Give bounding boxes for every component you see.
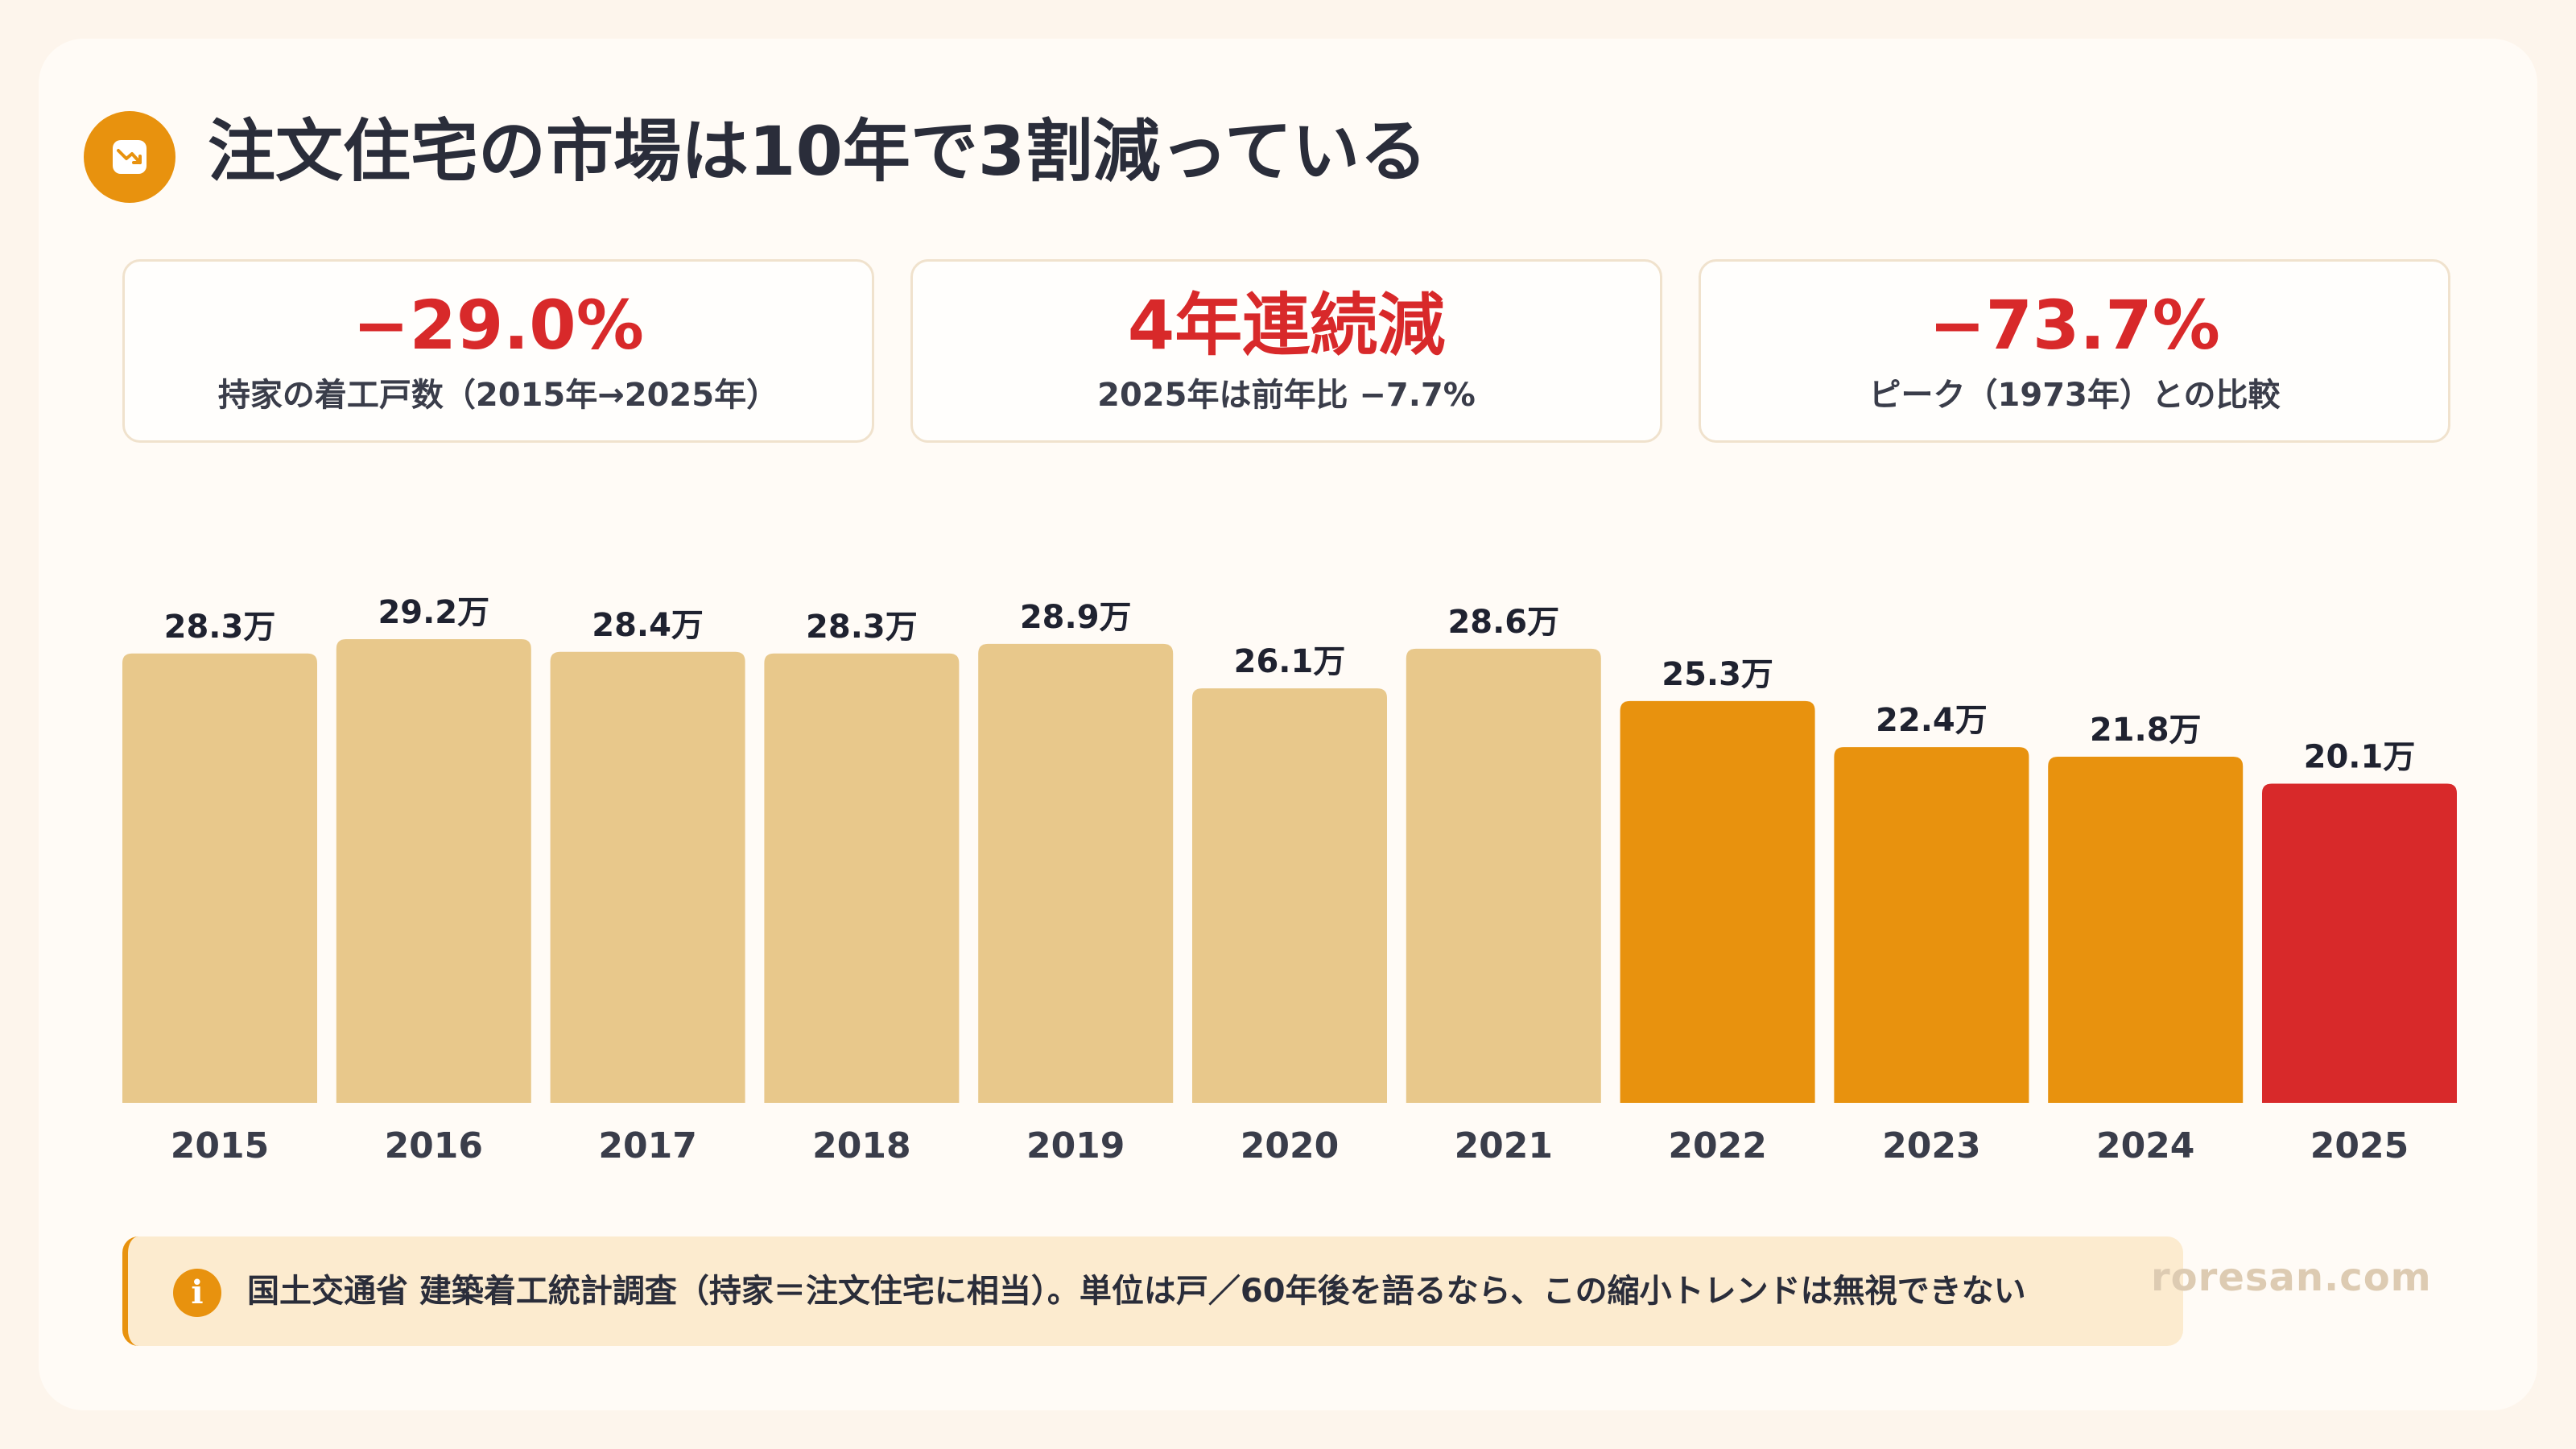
stat-card-peak: −73.7% ピーク（1973年）との比較 [1699, 259, 2450, 443]
source-note: i 国土交通省 建築着工統計調査（持家＝注文住宅に相当）。単位は戸／60年後を語… [122, 1236, 2183, 1346]
x-tick-label: 2025 [2310, 1125, 2409, 1166]
bar-value-label: 28.6万 [1447, 604, 1559, 641]
stat-value: 4年連続減 [1127, 286, 1446, 365]
bar-value-label: 25.3万 [1662, 656, 1773, 693]
bar-2016 [336, 639, 531, 1103]
stat-value: −73.7% [1929, 286, 2220, 365]
trending-down-icon [84, 111, 175, 203]
bar-value-label: 20.1万 [2304, 739, 2416, 776]
x-tick-label: 2020 [1241, 1125, 1339, 1166]
bar-2023 [1834, 747, 2029, 1103]
bar-value-label: 22.4万 [1876, 702, 1988, 739]
x-tick-label: 2022 [1668, 1125, 1766, 1166]
bar-value-label: 28.4万 [592, 607, 704, 644]
bar-2017 [550, 651, 745, 1103]
x-tick-label: 2017 [598, 1125, 696, 1166]
bar-2015 [122, 653, 317, 1103]
x-tick-label: 2015 [171, 1125, 269, 1166]
bar-2020 [1192, 688, 1387, 1103]
bar-value-label: 28.3万 [164, 609, 276, 646]
stat-label: 2025年は前年比 −7.7% [1097, 377, 1476, 414]
source-note-text: 国土交通省 建築着工統計調査（持家＝注文住宅に相当）。単位は戸／60年後を語るな… [247, 1273, 2026, 1310]
x-tick-label: 2023 [1882, 1125, 1980, 1166]
stat-card-streak: 4年連続減 2025年は前年比 −7.7% [910, 259, 1662, 443]
x-tick-label: 2019 [1026, 1125, 1125, 1166]
bar-chart: 28.3万 2015 29.2万 2016 28.4万 2017 28.3万 2018 28.9… [122, 594, 2457, 1166]
brand-watermark: roresan.com [2151, 1255, 2432, 1300]
bar-value-label: 29.2万 [378, 594, 489, 631]
stat-card-change: −29.0% 持家の着工戸数（2015年→2025年） [122, 259, 874, 443]
page-title: 注文住宅の市場は10年で3割減っている [208, 112, 1428, 191]
bar-2022 [1620, 700, 1815, 1103]
x-tick-label: 2021 [1455, 1125, 1553, 1166]
bar-value-label: 28.3万 [806, 609, 918, 646]
bar-value-label: 21.8万 [2090, 712, 2202, 749]
info-icon: i [173, 1269, 221, 1317]
bar-2024 [2048, 756, 2244, 1103]
x-tick-label: 2018 [812, 1125, 910, 1166]
bar-2018 [764, 653, 960, 1103]
bar-2025 [2262, 783, 2457, 1103]
x-tick-label: 2024 [2096, 1125, 2194, 1166]
stat-value: −29.0% [353, 286, 644, 365]
stat-label: 持家の着工戸数（2015年→2025年） [217, 377, 779, 414]
stat-label: ピーク（1973年）との比較 [1868, 377, 2281, 414]
x-tick-label: 2016 [385, 1125, 483, 1166]
bar-2019 [978, 643, 1174, 1103]
bar-value-label: 26.1万 [1234, 643, 1346, 680]
bar-2021 [1406, 648, 1601, 1103]
bar-value-label: 28.9万 [1020, 599, 1132, 636]
